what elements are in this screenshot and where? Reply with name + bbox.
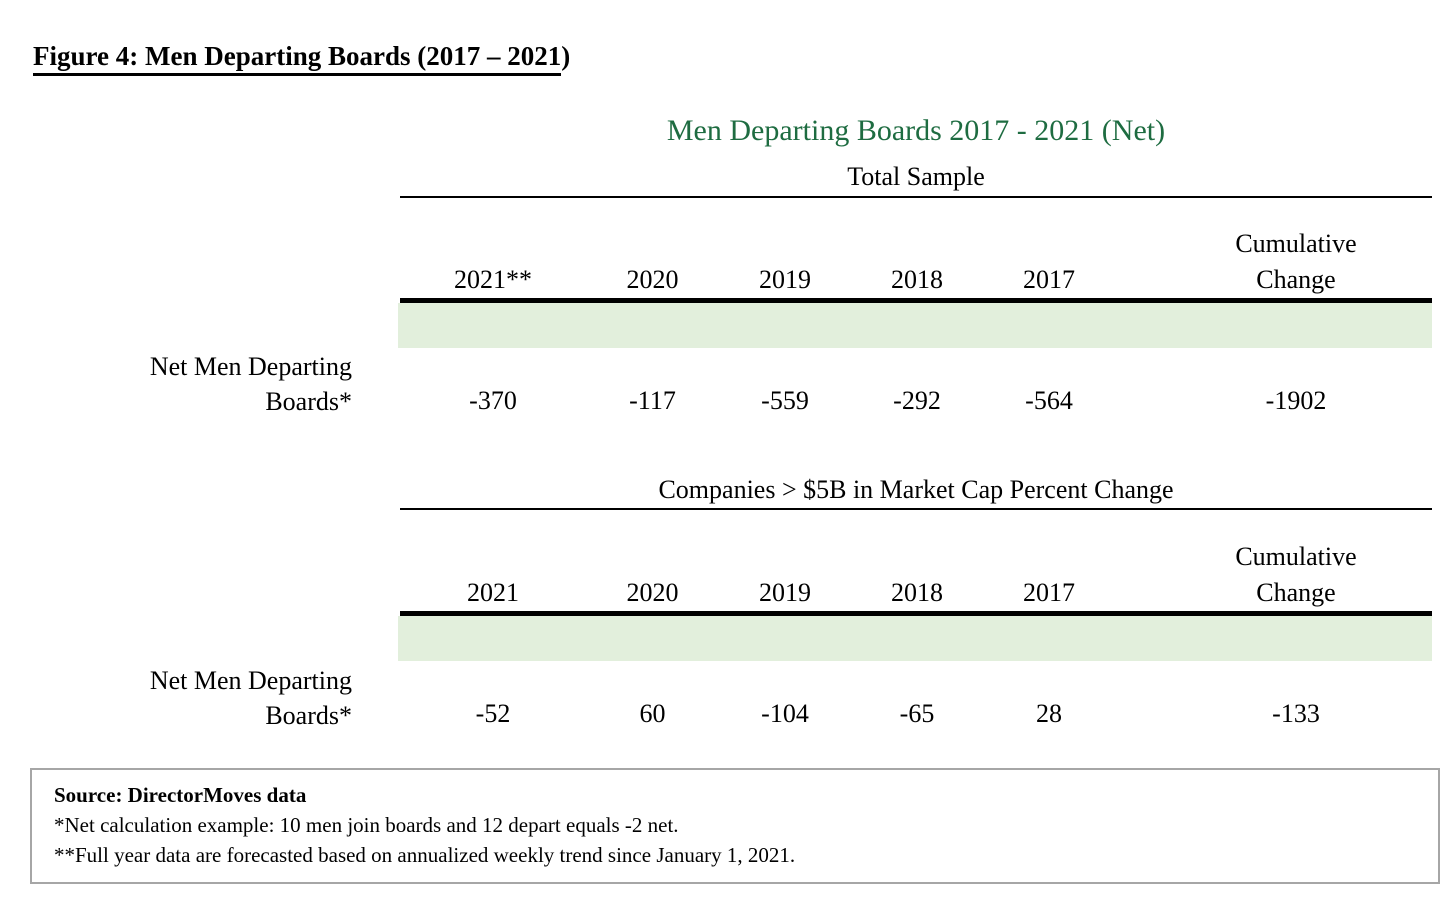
section1-header-row: 2021** 2020 2019 2018 2017 Cumulative Ch… bbox=[400, 222, 1432, 303]
section1-col-header-2020: 2020 bbox=[626, 265, 679, 294]
section1-values-row: -370 -117 -559 -292 -564 -1902 bbox=[400, 375, 1432, 427]
section1-col-header-2018: 2018 bbox=[891, 265, 943, 294]
section1-value-cumulative: -1902 bbox=[1265, 386, 1327, 415]
section1-col-header-cumulative-change: Cumulative Change bbox=[1115, 226, 1432, 298]
section2-col-header-2020: 2020 bbox=[626, 578, 679, 607]
section1-value-2018: -292 bbox=[893, 386, 941, 415]
cumulative-header-line2: Change bbox=[1256, 265, 1336, 294]
section1-value-2020: -117 bbox=[629, 386, 676, 415]
footnote-net-calculation: *Net calculation example: 10 men join bo… bbox=[54, 813, 679, 837]
section1-value-2019: -559 bbox=[761, 386, 809, 415]
section2-col-header-cumulative-change: Cumulative Change bbox=[1115, 539, 1432, 611]
section2-value-cumulative: -133 bbox=[1272, 699, 1320, 728]
section1-highlight-band bbox=[398, 303, 1432, 348]
section2-value-2019: -104 bbox=[761, 699, 809, 728]
footnote-box: Source: DirectorMoves data *Net calculat… bbox=[30, 768, 1440, 884]
row-label-line2: Boards* bbox=[265, 387, 352, 416]
section2-col-header-2021: 2021 bbox=[467, 578, 519, 607]
section2-values-row: -52 60 -104 -65 28 -133 bbox=[400, 688, 1432, 740]
chart-title: Men Departing Boards 2017 - 2021 (Net) bbox=[666, 114, 1166, 147]
row-label-line2: Boards* bbox=[265, 701, 352, 730]
section1-heading: Total Sample bbox=[400, 158, 1432, 198]
figure-title: Figure 4: Men Departing Boards (2017 – 2… bbox=[33, 40, 571, 76]
section1-col-header-2019: 2019 bbox=[759, 265, 811, 294]
row-label-line1: Net Men Departing bbox=[149, 666, 352, 695]
section2-col-header-2017: 2017 bbox=[1023, 578, 1075, 607]
section2-value-2018: -65 bbox=[899, 699, 935, 728]
section1-row-label: Net Men Departing Boards* bbox=[80, 349, 352, 419]
cumulative-header-line2: Change bbox=[1256, 578, 1336, 607]
cumulative-header-line1: Cumulative bbox=[1235, 229, 1357, 258]
section2-value-2020: 60 bbox=[639, 699, 666, 728]
section2-header-row: 2021 2020 2019 2018 2017 Cumulative Chan… bbox=[400, 535, 1432, 616]
section2-col-header-2019: 2019 bbox=[759, 578, 811, 607]
row-label-line1: Net Men Departing bbox=[149, 352, 352, 381]
section2-value-2021: -52 bbox=[475, 699, 511, 728]
cumulative-header-line1: Cumulative bbox=[1235, 542, 1357, 571]
figure-title-closing-paren: ) bbox=[561, 41, 571, 71]
section2-col-header-2018: 2018 bbox=[891, 578, 943, 607]
source-line: Source: DirectorMoves data bbox=[54, 783, 307, 807]
section1-value-2017: -564 bbox=[1025, 386, 1073, 415]
section2-heading: Companies > $5B in Market Cap Percent Ch… bbox=[400, 472, 1432, 510]
footnote-forecast: **Full year data are forecasted based on… bbox=[54, 843, 796, 867]
section1-value-2021: -370 bbox=[469, 386, 517, 415]
section1-col-header-2021: 2021** bbox=[454, 265, 532, 294]
section1-col-header-2017: 2017 bbox=[1023, 265, 1075, 294]
section2-highlight-band bbox=[398, 616, 1432, 661]
section2-value-2017: 28 bbox=[1036, 699, 1062, 728]
section2-row-label: Net Men Departing Boards* bbox=[80, 663, 352, 733]
figure-title-underlined-text: Figure 4: Men Departing Boards (2017 – 2… bbox=[33, 41, 562, 76]
